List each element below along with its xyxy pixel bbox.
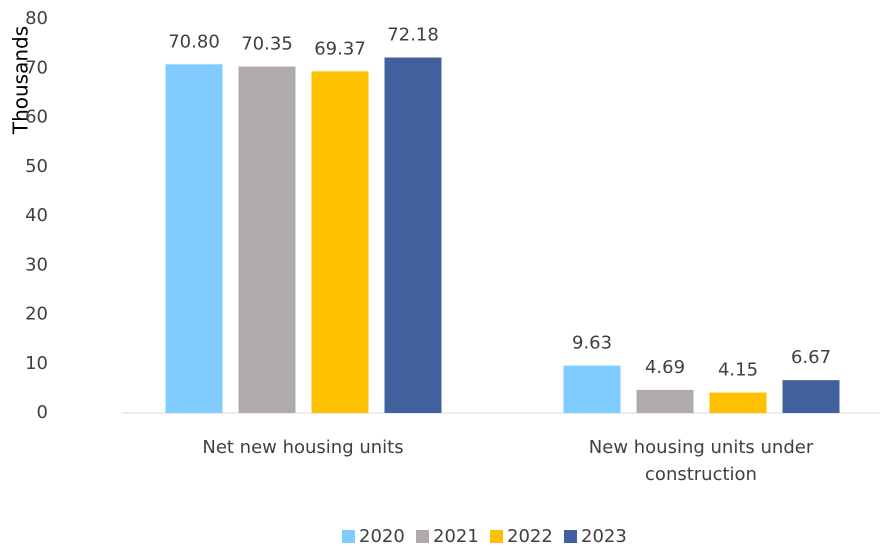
value-label: 4.15: [718, 360, 758, 381]
value-label: 9.63: [572, 333, 612, 354]
y-tick-label: 50: [25, 156, 48, 177]
y-tick-label: 0: [37, 402, 48, 423]
legend-label: 2021: [433, 526, 479, 546]
value-label: 70.35: [241, 34, 293, 55]
y-tick-label: 20: [25, 304, 48, 325]
y-tick-label: 10: [25, 353, 48, 374]
legend-swatch: [490, 530, 503, 543]
bar: [563, 365, 621, 413]
bar: [384, 57, 442, 414]
value-label: 6.67: [791, 347, 831, 368]
legend-swatch: [564, 530, 577, 543]
y-tick-label: 60: [25, 107, 48, 128]
bar: [782, 380, 840, 413]
legend-swatch: [342, 530, 355, 543]
y-tick-label: 30: [25, 254, 48, 275]
y-tick-label: 70: [25, 57, 48, 78]
value-label: 69.37: [314, 38, 366, 59]
legend-swatch: [416, 530, 429, 543]
value-label: 4.69: [645, 357, 685, 378]
legend-label: 2022: [507, 526, 553, 546]
value-label: 72.18: [387, 25, 439, 46]
bar: [238, 66, 296, 414]
bar: [311, 71, 369, 413]
bar: [636, 389, 694, 413]
legend-label: 2020: [359, 526, 405, 546]
y-axis-label: Thousands: [9, 26, 33, 135]
legend-label: 2023: [581, 526, 627, 546]
y-tick-label: 40: [25, 205, 48, 226]
value-label: 70.80: [168, 31, 220, 52]
x-tick-label: New housing units under construction: [588, 437, 814, 485]
bar: [165, 64, 223, 413]
y-tick-label: 80: [25, 8, 48, 29]
bar: [709, 392, 767, 413]
x-tick-label: Net new housing units: [202, 437, 404, 458]
